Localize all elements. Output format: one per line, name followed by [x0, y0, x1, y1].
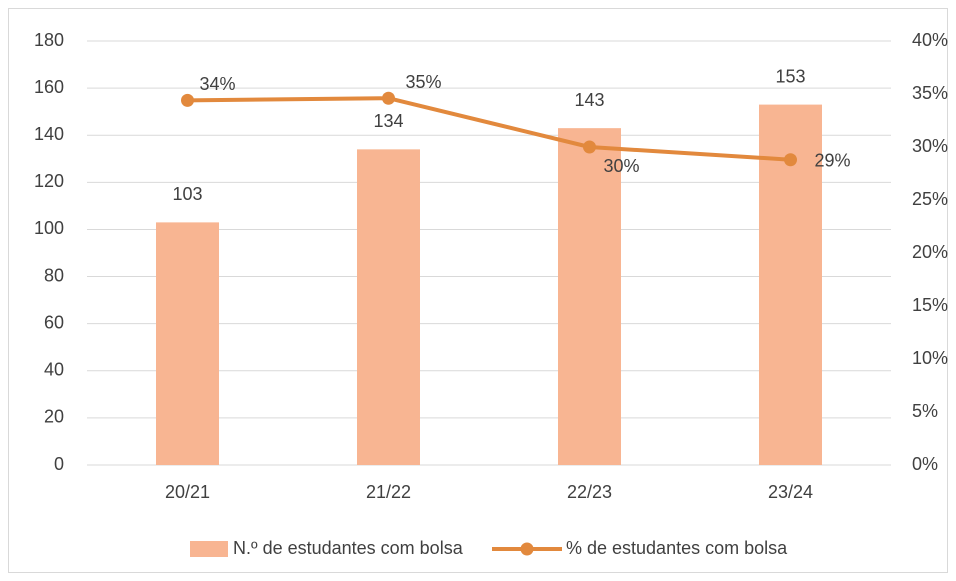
y2-tick-label: 10%	[912, 348, 948, 368]
bar-value-label: 153	[775, 66, 805, 86]
line-marker	[181, 93, 194, 107]
bar	[558, 128, 621, 465]
legend-marker	[520, 542, 534, 556]
y2-tick-label: 20%	[912, 242, 948, 262]
x-tick-label: 22/23	[567, 482, 612, 502]
y2-tick-label: 25%	[912, 189, 948, 209]
line-marker	[583, 140, 596, 154]
bar-value-label: 103	[172, 184, 202, 204]
y-tick-label: 140	[34, 124, 64, 144]
x-tick-label: 21/22	[366, 482, 411, 502]
bar	[357, 149, 420, 465]
y2-tick-label: 40%	[912, 30, 948, 50]
line-value-label: 30%	[603, 156, 639, 176]
y2-tick-label: 30%	[912, 136, 948, 156]
y-tick-label: 20	[44, 407, 64, 427]
line-marker	[382, 91, 395, 105]
x-tick-label: 20/21	[165, 482, 210, 502]
y-tick-label: 80	[44, 265, 64, 285]
y-tick-label: 100	[34, 218, 64, 238]
line	[187, 96, 791, 162]
y-tick-label: 40	[44, 360, 64, 380]
x-tick-label: 23/24	[768, 482, 813, 502]
legend-swatch	[190, 541, 228, 557]
legend-label: N.º de estudantes com bolsa	[233, 538, 464, 558]
bar-value-label: 143	[574, 90, 604, 110]
line-value-label: 34%	[199, 74, 235, 94]
line-marker	[784, 153, 797, 167]
bar	[156, 222, 219, 465]
legend-label: % de estudantes com bolsa	[566, 538, 788, 558]
y-tick-label: 0	[54, 454, 64, 474]
bar-value-label: 134	[373, 111, 403, 131]
y2-tick-label: 15%	[912, 295, 948, 315]
y-tick-label: 180	[34, 30, 64, 50]
y-tick-label: 160	[34, 77, 64, 97]
y-tick-label: 60	[44, 312, 64, 332]
y2-tick-label: 35%	[912, 83, 948, 103]
y-tick-label: 120	[34, 171, 64, 191]
y2-tick-label: 0%	[912, 454, 938, 474]
line-value-label: 35%	[405, 72, 441, 92]
line-value-label: 29%	[814, 150, 850, 170]
y2-tick-label: 5%	[912, 401, 938, 421]
